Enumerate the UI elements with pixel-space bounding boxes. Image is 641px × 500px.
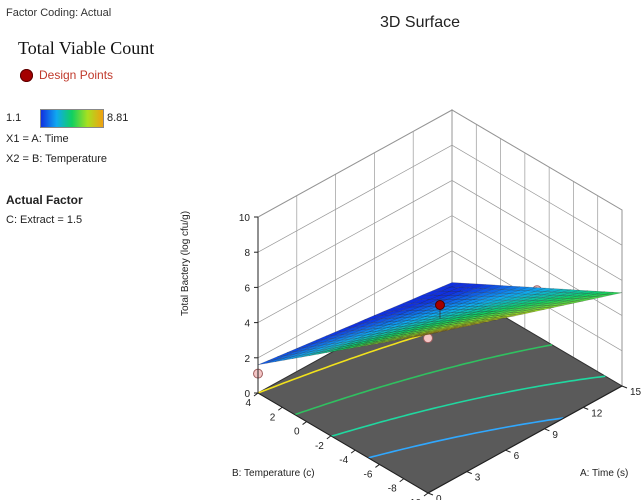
design-points-above [435,300,445,319]
z-tick-label: 6 [244,283,250,294]
temperature-tick-label: -6 [364,469,373,480]
time-tick-mark [466,471,472,475]
time-tick-mark [505,449,511,453]
time-axis-line [427,385,623,494]
x1-factor-label: X1 = A: Time [6,133,69,145]
time-tick-mark [427,492,434,496]
temperature-tick-label: -10 [407,498,422,500]
time-tick-label: 9 [552,430,558,441]
temperature-tick-label: 2 [270,412,276,423]
actual-factor-title: Actual Factor [6,193,83,207]
temperature-tick-mark [350,449,356,454]
color-scale-max: 8.81 [107,112,129,124]
time-tick-mark [621,385,628,389]
z-tick-label: 2 [244,354,250,365]
time-tick-label: 0 [436,494,442,500]
time-tick-label: 6 [514,451,520,462]
x-axis-label: A: Time (s) [580,468,628,479]
y-axis-label: B: Temperature (c) [232,468,315,479]
contour-line [368,417,564,459]
temperature-tick-label: 0 [294,427,300,438]
actual-factor-value: C: Extract = 1.5 [6,214,83,226]
design-point-icon [20,68,33,82]
temperature-tick-mark [399,478,405,483]
color-scale-min: 1.1 [6,112,22,124]
design-points-legend: Design Points [20,68,113,82]
design-point [435,300,445,311]
temperature-tick-label: -2 [315,441,324,452]
temperature-tick-label: -8 [388,484,397,495]
temperature-tick-mark [326,435,332,440]
z-axis-label: Total Bactery (log cfu/g) [180,211,191,316]
time-tick-mark [583,406,589,410]
z-tick-label: 0 [244,389,250,400]
factor-coding-label: Factor Coding: Actual [6,7,112,19]
z-tick-label: 8 [244,248,250,259]
response-title: Total Viable Count [18,38,155,58]
time-tick-label: 12 [591,408,603,419]
color-scale-bar [40,109,104,128]
response-surface [257,282,623,366]
temperature-axis-line [257,392,429,494]
x2-factor-label: X2 = B: Temperature [6,153,107,165]
temperature-tick-mark [302,421,307,425]
surface-cell [442,282,461,288]
chart-title: 3D Surface [380,14,461,31]
time-tick-label: 3 [475,473,481,484]
temperature-tick-mark [423,492,429,497]
time-tick-label: 15 [630,387,641,398]
design-points-label: Design Points [39,68,114,82]
temperature-tick-mark [277,406,283,411]
contour-line [294,344,553,416]
temperature-tick-label: 4 [245,398,251,409]
contour-line [331,375,606,437]
temperature-tick-label: -4 [339,455,348,466]
temperature-tick-mark [375,464,380,468]
time-tick-mark [544,428,550,432]
z-tick-label: 4 [244,319,250,330]
z-tick-label: 10 [239,213,251,224]
